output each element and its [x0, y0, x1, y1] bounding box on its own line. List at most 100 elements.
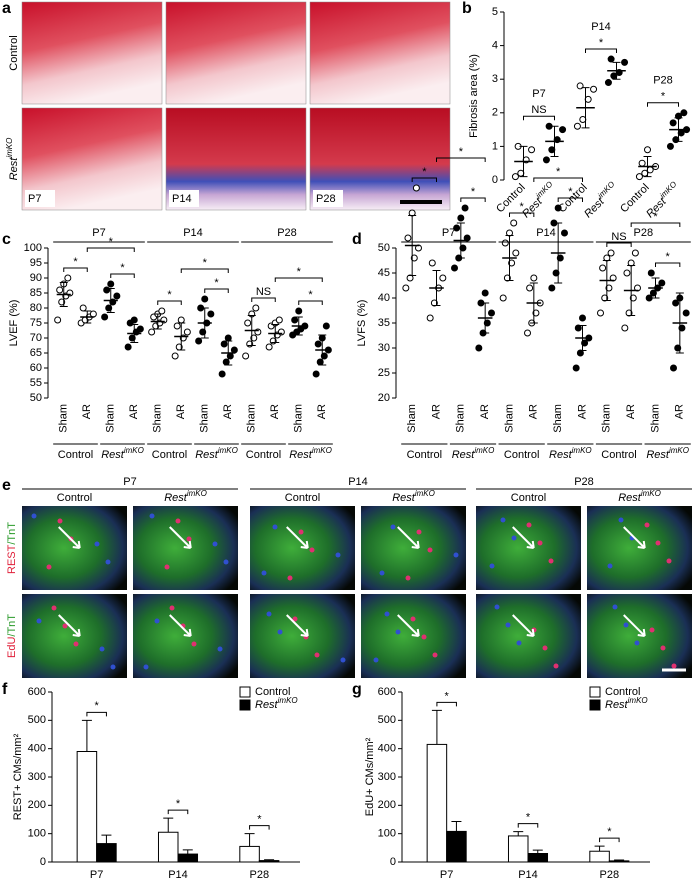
- data-point: [499, 294, 507, 302]
- data-point: [556, 254, 564, 262]
- y-tick-label: 45: [378, 267, 390, 279]
- timepoint-label: P14: [348, 476, 368, 488]
- data-point: [677, 129, 685, 137]
- error-bar: [481, 302, 490, 334]
- nucleus: [261, 570, 267, 576]
- nucleus: [410, 616, 416, 622]
- y-tick-label: 100: [28, 828, 46, 840]
- row-label: EdU/TnT: [6, 614, 18, 658]
- nucleus: [340, 657, 346, 663]
- data-point: [201, 295, 209, 303]
- data-point: [171, 352, 179, 360]
- nucleus: [143, 664, 149, 670]
- bar: [446, 830, 467, 863]
- data-point: [579, 314, 586, 322]
- timepoint-label: P14: [183, 227, 203, 239]
- timepoint-label: P7: [442, 227, 455, 239]
- data-point: [439, 274, 447, 282]
- data-point: [645, 294, 653, 302]
- nucleus: [405, 575, 411, 581]
- genotype-label: Control: [601, 449, 636, 461]
- significance-bracket: [110, 273, 135, 278]
- genotype-label-sup: imKO: [312, 446, 332, 455]
- nucleus: [612, 604, 618, 610]
- group-label: Sham: [503, 404, 515, 433]
- row-label-part: REST: [6, 544, 18, 574]
- y-tick-label: 60: [30, 362, 42, 374]
- significance-bracket: [647, 102, 679, 107]
- data-point: [670, 364, 678, 372]
- y-tick-label: 85: [30, 287, 42, 299]
- significance-bracket-label: *: [297, 266, 302, 278]
- y-tick-label: 50: [30, 392, 42, 404]
- error-bar: [532, 849, 543, 854]
- data-point: [89, 310, 97, 318]
- nucleus: [671, 663, 677, 669]
- data-point: [320, 352, 328, 360]
- significance-bracket: [509, 212, 535, 217]
- data-point: [621, 324, 629, 332]
- error-bar: [674, 117, 683, 142]
- genotype-label-base: Rest: [289, 449, 313, 461]
- y-tick-label: 95: [30, 257, 42, 269]
- significance-bracket-label: *: [666, 251, 671, 263]
- y-tick-label: 35: [378, 317, 390, 329]
- nucleus: [110, 664, 116, 670]
- arrow: [512, 614, 535, 637]
- group-label: RestimKO: [580, 179, 621, 220]
- significance-bracket-label: NS: [531, 104, 546, 116]
- data-point: [58, 298, 66, 306]
- timepoint-label: P14: [536, 227, 556, 239]
- data-point: [428, 259, 436, 267]
- x-tick-label: P28: [600, 869, 620, 881]
- significance-bracket: [157, 300, 182, 305]
- genotype-label-base: Rest: [549, 449, 573, 461]
- data-point: [173, 322, 181, 330]
- nucleus: [57, 518, 63, 524]
- y-tick-label: 400: [378, 743, 396, 755]
- error-bar: [612, 61, 621, 80]
- legend-label: RestimKO: [605, 696, 648, 711]
- significance-bracket-label: *: [520, 201, 525, 213]
- significance-bracket-label: *: [120, 262, 125, 274]
- data-point: [128, 334, 136, 342]
- row-label: REST/TnT: [6, 522, 18, 574]
- genotype-label: RestimKO: [646, 446, 689, 461]
- significance-bracket-label: *: [599, 37, 604, 49]
- arrow: [623, 614, 646, 637]
- data-point: [512, 249, 520, 257]
- nucleus: [537, 540, 543, 546]
- timepoint-label: P7: [28, 193, 41, 205]
- data-point: [574, 324, 582, 332]
- nucleus: [553, 663, 559, 669]
- nucleus: [644, 522, 650, 528]
- data-point: [410, 254, 418, 262]
- panel-letter: c: [2, 231, 11, 248]
- nucleus: [666, 558, 672, 564]
- significance-bracket: [86, 247, 135, 252]
- significance-bracket-label: *: [556, 166, 561, 178]
- data-point: [402, 284, 410, 292]
- genotype-label-base: Rest: [195, 449, 219, 461]
- timepoint-label: P28: [316, 193, 336, 205]
- significance-bracket-label: *: [95, 700, 100, 712]
- arrow: [512, 526, 535, 549]
- nucleus: [649, 627, 655, 633]
- significance-bracket: [585, 48, 617, 54]
- legend-label: Control: [255, 686, 290, 698]
- data-point: [552, 269, 560, 277]
- error-bar: [106, 288, 115, 313]
- significance-bracket-label: NS: [256, 286, 271, 298]
- data-point: [599, 264, 607, 272]
- significance-bracket: [167, 809, 189, 815]
- data-point: [453, 224, 461, 232]
- group-label: AR: [128, 404, 140, 419]
- legend-label-sup: imKO: [278, 696, 298, 705]
- data-point: [560, 229, 568, 237]
- column-label-sup: imKO: [641, 489, 661, 498]
- data-point: [641, 169, 649, 177]
- error-bar: [153, 313, 162, 330]
- data-point: [412, 184, 420, 192]
- nucleus: [384, 611, 390, 617]
